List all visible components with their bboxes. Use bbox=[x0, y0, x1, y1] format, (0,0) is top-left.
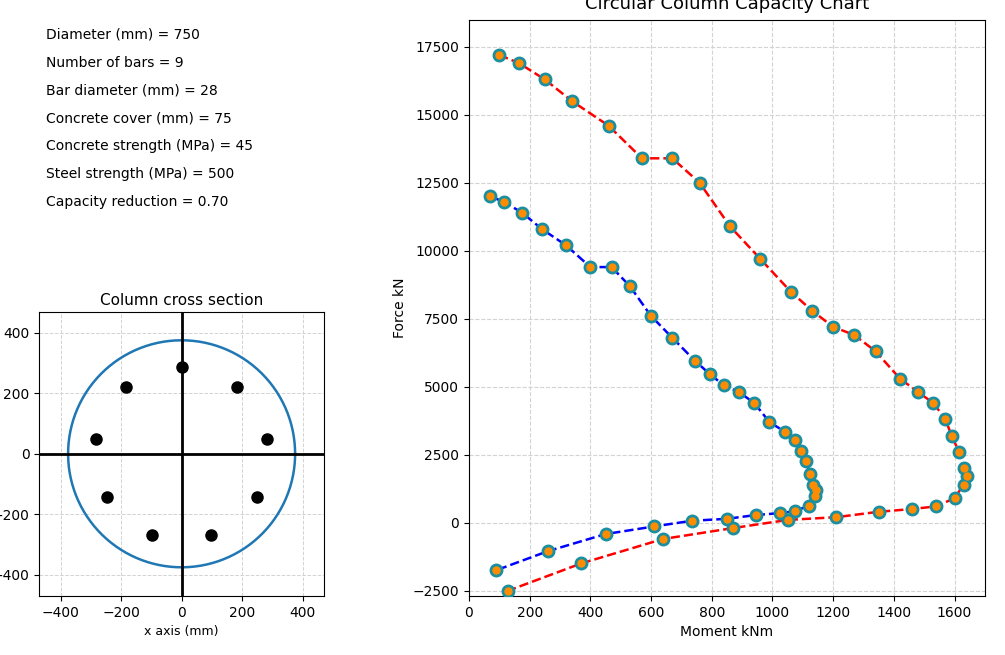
Text: Concrete strength (MPa) = 45: Concrete strength (MPa) = 45 bbox=[46, 139, 253, 153]
Text: Number of bars = 9: Number of bars = 9 bbox=[46, 56, 184, 69]
Text: Capacity reduction = 0.70: Capacity reduction = 0.70 bbox=[46, 195, 228, 209]
X-axis label: Moment kNm: Moment kNm bbox=[680, 626, 774, 639]
Y-axis label: Force kN: Force kN bbox=[393, 278, 407, 338]
Text: Bar diameter (mm) = 28: Bar diameter (mm) = 28 bbox=[46, 84, 218, 98]
Text: Diameter (mm) = 750: Diameter (mm) = 750 bbox=[46, 28, 200, 42]
Text: Concrete cover (mm) = 75: Concrete cover (mm) = 75 bbox=[46, 111, 232, 125]
Text: Steel strength (MPa) = 500: Steel strength (MPa) = 500 bbox=[46, 167, 234, 181]
Title: Circular Column Capacity Chart: Circular Column Capacity Chart bbox=[585, 0, 869, 12]
Title: Column cross section: Column cross section bbox=[99, 293, 263, 308]
X-axis label: x axis (mm): x axis (mm) bbox=[145, 626, 219, 639]
